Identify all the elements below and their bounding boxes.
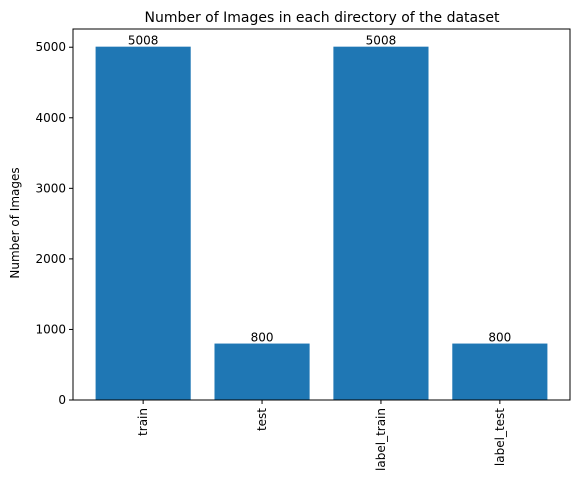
- x-tick-label-test: test: [255, 408, 269, 431]
- data-label-label_train: 5008: [366, 34, 397, 48]
- x-tick-label-train: train: [136, 408, 150, 436]
- x-tick-label-label_train: label_train: [374, 408, 388, 471]
- bar-label_train: [333, 46, 429, 401]
- y-tick-label-1000: 1000: [35, 322, 66, 336]
- bars-group: [95, 46, 548, 401]
- data-label-test: 800: [251, 331, 274, 345]
- y-tick-label-3000: 3000: [35, 181, 66, 195]
- x-tick-label-label_test: label_test: [493, 408, 507, 466]
- y-axis-title: Number of Images: [8, 167, 22, 278]
- plot-frame: [72, 28, 571, 401]
- y-tick-label-2000: 2000: [35, 252, 66, 266]
- x-axis-ticks: train test label_train label_test: [136, 400, 507, 471]
- y-tick-label-4000: 4000: [35, 111, 66, 125]
- bar-test: [214, 343, 310, 400]
- data-labels-group: 5008 800 5008 800: [128, 34, 511, 345]
- data-label-train: 5008: [128, 34, 159, 48]
- chart-title: Number of Images in each directory of th…: [144, 10, 500, 26]
- bar-label_test: [452, 343, 548, 400]
- data-label-label_test: 800: [488, 331, 511, 345]
- y-axis-ticks: 0 1000 2000 3000 4000 5000: [35, 40, 73, 407]
- bar-train: [95, 46, 191, 401]
- y-tick-label-5000: 5000: [35, 40, 66, 54]
- y-tick-label-0: 0: [58, 393, 66, 407]
